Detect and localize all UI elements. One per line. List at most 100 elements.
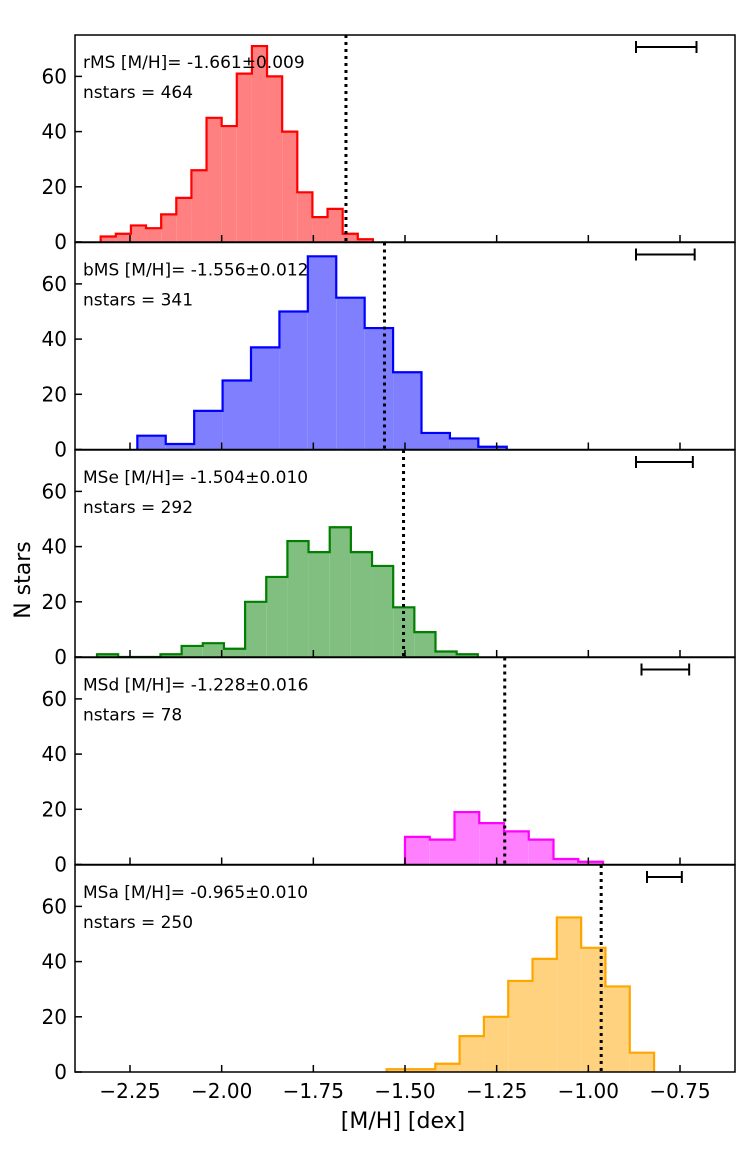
y-tick-label: 40 [42,535,67,559]
panel-MSe: 0 20 40 60 MSe [M/H]= -1.504±0.010 nstars = 2… [42,449,736,669]
y-tick-label: 40 [42,950,67,974]
panel-bMS: 0 20 40 60 bMS [M/H]= -1.556±0.012 nstars = 3… [42,241,736,462]
histogram-bar [206,117,222,242]
histogram-bar [115,233,131,242]
histogram-outline [95,526,479,659]
panel-nstars-label: nstars = 292 [83,498,193,518]
histogram-bar [191,170,207,242]
y-tick-label: 0 [54,853,67,877]
histogram-bar [410,1069,436,1072]
histogram-bar [459,1036,484,1072]
histogram-outline [99,44,375,242]
histogram-bar [221,126,237,242]
histogram-bar [181,645,203,657]
histogram-outline [385,916,656,1072]
panels-layer: 0 20 40 60 rMS [M/H]= -1.661±0.009 nstars = 4… [42,34,736,1103]
y-tick-label: 20 [42,382,67,406]
histogram-bar [556,917,582,1072]
histogram-bar [405,836,430,865]
histogram-bar [329,527,351,657]
histogram-bar [279,311,308,450]
histogram-bar [553,858,579,865]
histogram-bar [307,256,337,450]
y-tick-label: 60 [42,272,67,296]
histogram-bar [137,435,166,450]
histogram-bar [267,76,283,243]
y-tick-label: 20 [42,590,67,614]
y-tick-label: 0 [54,1060,67,1084]
histogram-bar [251,46,268,242]
histogram-bar [336,297,365,450]
histogram-bar [312,217,328,242]
histogram-bar [165,443,195,450]
y-tick-label: 40 [42,327,67,351]
histogram-bar [266,576,288,657]
panel-MSd: 0 20 40 60 MSd [M/H]= -1.228±0.016 nstars = 7… [42,656,736,877]
histogram-bar [350,552,373,657]
histogram-bar [386,1069,411,1072]
panel-MSa: 0 20 40 60 MSa [M/H]= -0.965±0.010 nstars = 2… [42,864,736,1084]
y-tick-label: 20 [42,175,67,199]
histogram-bar [100,236,116,242]
histogram-bar [222,380,251,450]
panel-nstars-label: nstars = 250 [83,913,193,933]
x-tick-label: −1.00 [558,1079,619,1103]
panel-metallicity-label: MSa [M/H]= -0.965±0.010 [83,883,308,903]
panel-nstars-label: nstars = 341 [83,291,193,311]
histogram-bar [251,347,280,450]
histogram-bar [581,947,606,1072]
histogram-bar [508,980,533,1072]
histogram-bar [528,839,554,865]
x-tick-label: −2.00 [191,1079,252,1103]
y-tick-label: 60 [42,687,67,711]
histogram-bar [236,73,252,242]
histogram-bar [282,131,298,242]
histogram-bar [97,654,119,657]
y-tick-label: 40 [42,742,67,766]
x-axis-label: [M/H] [dex] [341,1109,465,1134]
histogram-bar [483,1016,509,1072]
panel-metallicity-label: rMS [M/H]= -1.661±0.009 [83,53,305,73]
histogram-bar [245,601,267,657]
histogram-bar [479,823,504,865]
histogram-bar [297,192,313,242]
histogram-bar [130,225,147,242]
histogram-bar [372,565,394,657]
histogram-bar [160,654,182,657]
histogram-bar [393,372,422,450]
histogram-bar [578,861,603,865]
histogram-bar [435,651,457,657]
x-tick-label: −1.75 [283,1079,344,1103]
histogram-outline [136,255,508,450]
histogram-bar [629,1052,655,1072]
panel-rMS: 0 20 40 60 rMS [M/H]= -1.661±0.009 nstars = 4… [42,34,736,254]
histogram-bar [605,986,630,1072]
histogram-bar [223,648,246,657]
histogram-bar [161,214,177,242]
histogram-bar [146,228,162,242]
panel-metallicity-label: bMS [M/H]= -1.556±0.012 [83,261,308,281]
x-tick-label: −1.50 [374,1079,435,1103]
histogram-bar [429,839,455,865]
histogram-bar [202,643,224,657]
x-tick-label: −2.25 [99,1079,160,1103]
x-tick-label: −1.25 [466,1079,527,1103]
panel-nstars-label: nstars = 464 [83,83,193,103]
y-tick-label: 20 [42,1005,67,1029]
x-tick-label: −0.75 [649,1079,710,1103]
y-tick-label: 60 [42,894,67,918]
panel-frame [74,864,736,1073]
histogram-bar [454,812,480,865]
histogram-bar [414,632,436,657]
histogram-bar [308,552,330,657]
histogram-bar [194,410,223,450]
y-tick-label: 60 [42,479,67,503]
panel-metallicity-label: MSe [M/H]= -1.504±0.010 [83,468,308,488]
y-tick-label: 0 [54,230,67,254]
histogram-bar [449,438,479,450]
histogram-bar [532,958,557,1072]
histogram-bar [327,208,343,242]
panel-nstars-label: nstars = 78 [83,706,182,726]
histogram-bar [504,831,529,865]
